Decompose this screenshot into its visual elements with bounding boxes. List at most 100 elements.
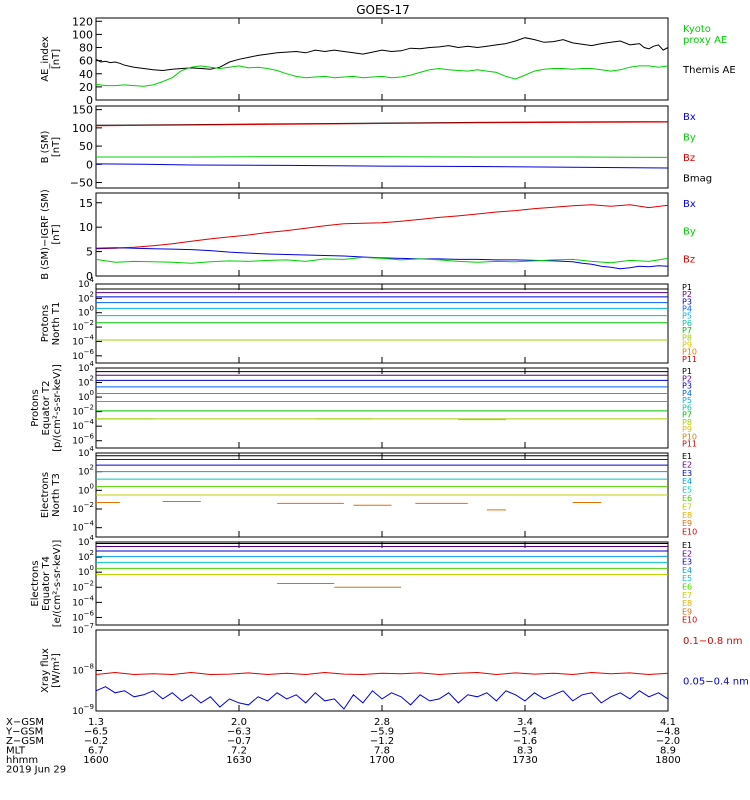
y-tick-label: 60: [79, 55, 93, 68]
series-line-bz: [95, 121, 669, 127]
channel-legend-e1: E1: [682, 452, 692, 461]
x-tick-value: 1730: [512, 755, 537, 766]
y-tick-label: 104: [78, 360, 94, 374]
series-line-0-1-0-8-nm: [95, 671, 669, 676]
channel-legend-e7: E7: [682, 591, 692, 600]
channel-legend-p8: P8: [682, 418, 692, 427]
y-axis-label: Protons: [40, 305, 51, 342]
y-tick-exponent: 0: [90, 305, 94, 313]
y-tick-label: 10−9: [72, 703, 94, 717]
y-axis-label: [nT]: [51, 224, 62, 244]
channel-legend-e6: E6: [682, 494, 692, 503]
channel-legend-e8: E8: [682, 599, 692, 608]
y-tick-label: 15: [79, 197, 93, 210]
channel-legend-e2: E2: [682, 460, 692, 469]
y-axis-label: North T3: [51, 473, 62, 517]
y-tick-label: 10: [79, 221, 93, 234]
channel-legend-e9: E9: [682, 519, 692, 528]
y-tick-label: 10−2: [72, 319, 94, 333]
x-tick-value: 1.3: [88, 717, 104, 728]
x-row-label: MLT: [6, 746, 26, 757]
y-tick-exponent: −6: [84, 609, 95, 617]
channel-legend-e2: E2: [682, 549, 692, 558]
y-tick-exponent: 0: [90, 564, 94, 572]
y-axis-label: B (SM)−IGRF (SM): [40, 189, 51, 280]
y-tick-label: 10−7: [72, 622, 94, 636]
legend-entry: Themis AE: [682, 65, 736, 76]
y-tick-label: 10−4: [72, 418, 94, 432]
y-axis-label: Electrons: [30, 560, 41, 606]
y-tick-label: 100: [78, 482, 94, 496]
y-tick-label: 5: [86, 246, 93, 259]
y-tick-exponent: −2: [84, 404, 94, 412]
legend-entry: Bx: [683, 199, 696, 210]
y-axis-label: [p/(cm²-s-sr-keV)]: [52, 364, 63, 452]
channel-legend-e5: E5: [682, 486, 692, 495]
x-tick-value: −5.9: [370, 727, 394, 738]
channel-legend-e1: E1: [682, 541, 692, 550]
y-tick-label: −50: [70, 177, 93, 190]
series-line-bx: [95, 163, 669, 169]
channel-legend-p9: P9: [682, 340, 692, 349]
y-tick-label: 120: [72, 15, 93, 28]
series-line-by: [96, 156, 669, 158]
channel-legend-p11: P11: [682, 355, 697, 364]
y-axis-label: [e/(cm²-s-sr-keV)]: [52, 540, 63, 628]
x-tick-value: 8.3: [517, 746, 533, 757]
series-line-by: [95, 256, 669, 264]
legend-entry: proxy AE: [683, 35, 727, 46]
y-tick-label: 10−2: [72, 404, 94, 418]
y-axis-label: Protons: [30, 389, 41, 426]
x-tick-value: 2.8: [374, 717, 390, 728]
channel-legend-p6: P6: [682, 403, 692, 412]
y-axis-label: Xray flux: [40, 648, 51, 693]
y-tick-exponent: −6: [84, 348, 95, 356]
y-axis-label: Equator T4: [41, 556, 52, 611]
y-axis-label: Equator T2: [41, 381, 52, 436]
legend-entry: Bz: [683, 254, 695, 265]
channel-legend-e10: E10: [682, 528, 697, 537]
channel-legend-e5: E5: [682, 574, 692, 583]
panel-bsm: −50 0 50 100 150 B (SM) [nT] Bx By Bz Bmag: [40, 104, 712, 190]
channel-legend-p7: P7: [682, 411, 692, 420]
channel-legend-p5: P5: [682, 312, 692, 321]
channel-legend-p2: P2: [682, 374, 692, 383]
legend-entry: 0.1−0.8 nm: [683, 636, 742, 647]
y-tick-label: 0: [86, 270, 93, 283]
series-line-0-05-0-4-nm: [95, 686, 669, 710]
y-axis-label: North T1: [51, 302, 62, 346]
channel-legend-e7: E7: [682, 502, 692, 511]
channel-legend-p8: P8: [682, 333, 692, 342]
y-tick-exponent: −8: [84, 663, 94, 671]
x-tick-value: 4.1: [660, 717, 676, 728]
channel-legend-p6: P6: [682, 319, 692, 328]
y-tick-exponent: 2: [90, 375, 94, 383]
channel-legend-p10: P10: [682, 432, 697, 441]
plot-title: GOES-17: [356, 3, 410, 17]
y-tick-exponent: −2: [84, 501, 94, 509]
y-tick-label: 100: [78, 305, 94, 319]
y-tick-label: 10−4: [72, 594, 94, 608]
y-tick-label: 100: [78, 389, 94, 403]
panel-frame: [95, 283, 669, 364]
channel-legend-e3: E3: [682, 469, 692, 478]
series-line-themis-ae: [95, 37, 669, 72]
y-tick-exponent: −4: [84, 520, 95, 528]
channel-legend-p5: P5: [682, 396, 692, 405]
x-tick-value: 7.2: [231, 746, 247, 757]
channel-legend-p9: P9: [682, 425, 692, 434]
channel-legend-e4: E4: [682, 477, 692, 486]
legend-entry: Kyoto: [683, 24, 711, 35]
x-tick-value: 6.7: [88, 746, 104, 757]
y-tick-exponent: −7: [84, 622, 94, 630]
y-tick-exponent: 4: [90, 276, 95, 284]
x-tick-value: −0.7: [227, 736, 251, 747]
y-tick-label: 10−4: [72, 333, 94, 347]
y-tick-label: 150: [72, 104, 93, 117]
panel-frame: [95, 17, 669, 101]
x-tick-value: 3.4: [517, 717, 533, 728]
